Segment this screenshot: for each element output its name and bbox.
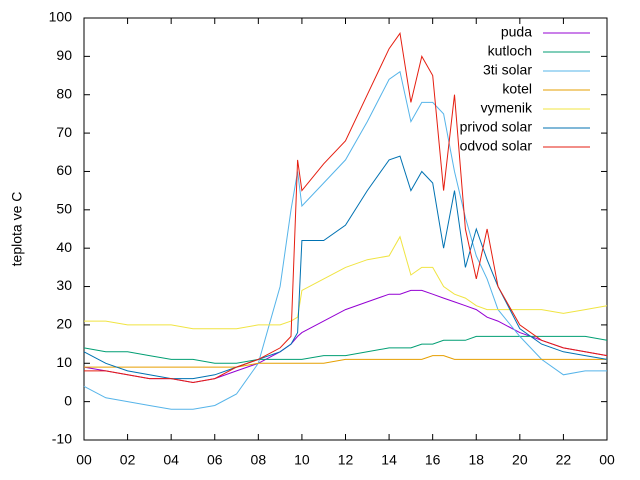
y-tick-label: 60 <box>56 162 72 178</box>
series-line <box>83 335 608 364</box>
x-tick-label: 12 <box>338 452 354 468</box>
series-line <box>83 155 608 380</box>
series-line <box>84 235 608 330</box>
x-tick-label: 14 <box>381 452 397 468</box>
x-tick-label: 16 <box>425 452 441 468</box>
x-tick-label: 10 <box>294 452 310 468</box>
y-tick-label: 100 <box>49 9 73 25</box>
legend-label: kotel <box>502 81 532 97</box>
x-tick-label: 20 <box>512 452 528 468</box>
legend-label: 3ti solar <box>483 62 532 78</box>
y-tick-label: 80 <box>56 85 72 101</box>
x-tick-label: 04 <box>163 452 179 468</box>
y-tick-label: -10 <box>52 431 72 447</box>
legend-label: kutloch <box>488 43 532 59</box>
y-tick-label: 10 <box>56 354 72 370</box>
x-tick-label: 00 <box>599 452 615 468</box>
y-tick-label: 40 <box>56 239 72 255</box>
x-tick-label: 22 <box>556 452 572 468</box>
y-tick-label: 70 <box>56 124 72 140</box>
x-tick-label: 18 <box>468 452 484 468</box>
series-line <box>83 70 607 410</box>
y-tick-label: 20 <box>56 316 72 332</box>
series-line <box>84 32 608 384</box>
y-tick-label: 50 <box>56 201 72 217</box>
y-tick-label: 30 <box>56 277 72 293</box>
y-tick-label: 0 <box>64 392 72 408</box>
x-tick-label: 06 <box>207 452 223 468</box>
y-axis-label: teplota ve C <box>9 192 25 267</box>
x-tick-label: 00 <box>76 452 92 468</box>
y-tick-label: 90 <box>56 47 72 63</box>
legend-label: vymenik <box>481 100 533 116</box>
series-line <box>84 355 607 368</box>
legend-label: odvod solar <box>460 138 533 154</box>
legend-label: privod solar <box>460 119 533 135</box>
legend-label: puda <box>501 24 532 40</box>
x-tick-label: 08 <box>251 452 267 468</box>
x-tick-label: 02 <box>120 452 136 468</box>
